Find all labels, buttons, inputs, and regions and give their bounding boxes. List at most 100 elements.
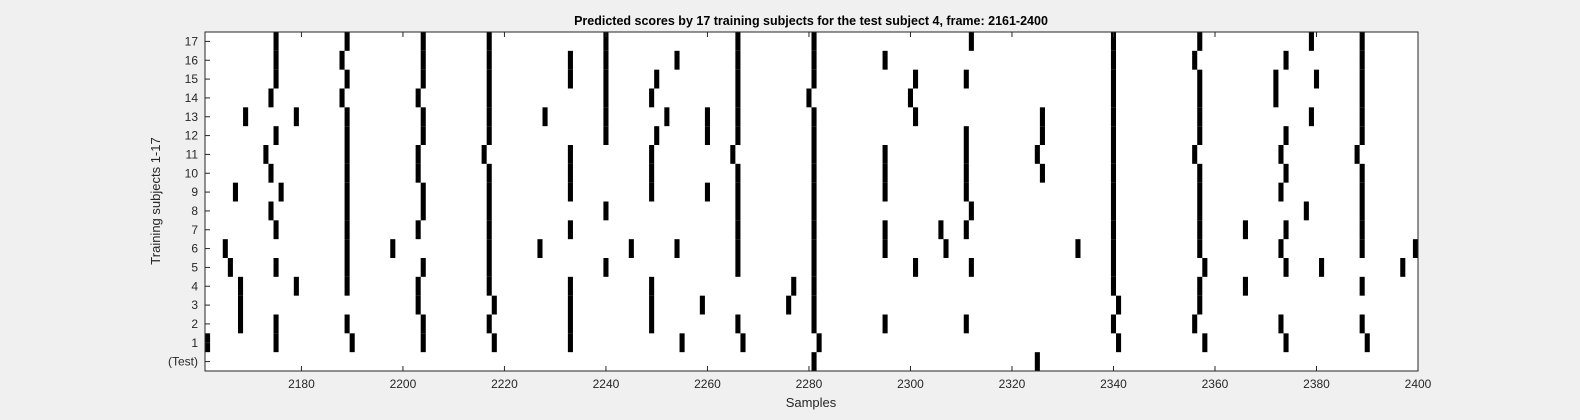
event-mark [1359, 314, 1365, 334]
event-mark [649, 163, 655, 183]
event-mark [649, 88, 655, 108]
x-tick-label: 2340 [1100, 377, 1127, 391]
event-mark [273, 258, 279, 277]
event-mark [486, 220, 492, 240]
event-mark [603, 50, 609, 70]
event-mark [603, 69, 609, 89]
event-mark [1319, 258, 1325, 277]
event-mark [420, 107, 426, 127]
event-mark [603, 258, 609, 277]
event-mark [273, 32, 279, 51]
y-tick-label: 17 [185, 34, 199, 48]
event-mark [491, 295, 497, 315]
event-mark [1359, 276, 1365, 296]
event-mark [237, 295, 244, 315]
event-mark [481, 145, 487, 164]
event-mark [491, 333, 497, 353]
event-mark [486, 182, 492, 202]
x-tick-label: 2360 [1202, 377, 1229, 391]
event-mark [735, 258, 741, 277]
event-marks [205, 32, 1418, 371]
event-mark [420, 258, 426, 277]
event-mark [963, 145, 969, 164]
event-mark [1278, 182, 1284, 202]
event-mark [1192, 314, 1198, 334]
event-mark [1110, 276, 1117, 296]
event-mark [273, 126, 279, 145]
event-mark [735, 239, 741, 258]
event-mark [1197, 201, 1203, 221]
event-mark [735, 201, 741, 221]
event-mark [1313, 69, 1320, 89]
event-mark [273, 333, 279, 353]
event-mark [344, 314, 350, 334]
x-axis-title: Samples [786, 395, 837, 410]
event-mark [1359, 220, 1365, 240]
y-tick-label: 12 [185, 129, 199, 143]
y-tick-label: 10 [185, 166, 199, 180]
event-mark [628, 239, 634, 258]
event-mark [811, 32, 817, 51]
event-mark [913, 69, 919, 89]
event-mark [420, 32, 426, 51]
event-mark [963, 314, 969, 334]
event-mark [1278, 239, 1284, 258]
event-mark [882, 163, 888, 183]
x-tick-label: 2280 [796, 377, 823, 391]
event-mark [882, 314, 888, 334]
event-mark [1197, 107, 1203, 127]
event-mark [1197, 163, 1203, 183]
event-mark [486, 88, 492, 108]
event-mark [1242, 276, 1248, 296]
event-mark [268, 201, 274, 221]
event-mark [968, 201, 974, 221]
event-mark [420, 182, 426, 202]
event-mark [811, 239, 817, 258]
event-mark [486, 201, 492, 221]
event-mark [1283, 333, 1289, 353]
event-mark [811, 145, 817, 164]
event-mark [344, 182, 350, 202]
event-mark [649, 145, 655, 164]
event-mark [486, 314, 492, 334]
event-mark [486, 32, 492, 51]
event-mark [227, 258, 233, 277]
event-mark [1110, 145, 1117, 164]
event-mark [699, 295, 705, 315]
event-mark [735, 107, 741, 127]
event-mark [1202, 258, 1208, 277]
y-tick-label: 4 [191, 279, 198, 293]
y-tick-label: (Test) [168, 355, 198, 369]
event-mark [273, 50, 279, 70]
event-mark [344, 69, 350, 89]
event-mark [268, 163, 274, 183]
event-mark [1034, 145, 1040, 164]
event-mark [567, 69, 573, 89]
event-mark [649, 276, 655, 296]
event-mark [811, 107, 817, 127]
event-mark [344, 276, 350, 296]
event-mark [567, 220, 573, 240]
event-mark [1359, 69, 1365, 89]
event-mark [963, 69, 969, 89]
event-mark [232, 182, 238, 202]
y-tick-label: 6 [191, 242, 198, 256]
event-mark [704, 107, 710, 127]
event-mark [222, 239, 228, 258]
y-tick-label: 15 [185, 72, 199, 86]
event-mark [1359, 32, 1365, 51]
event-mark [420, 333, 426, 353]
event-mark [273, 69, 279, 89]
event-mark [1039, 163, 1045, 183]
event-mark [1359, 163, 1365, 183]
event-mark [882, 182, 888, 202]
event-mark [237, 276, 244, 296]
event-mark [664, 107, 670, 127]
event-mark [1273, 88, 1279, 108]
event-mark [603, 107, 609, 127]
event-mark [273, 220, 279, 240]
x-tick-label: 2240 [593, 377, 620, 391]
event-mark [1197, 126, 1203, 145]
chart-title: Predicted scores by 17 training subjects… [574, 14, 1048, 28]
event-mark [1110, 239, 1117, 258]
